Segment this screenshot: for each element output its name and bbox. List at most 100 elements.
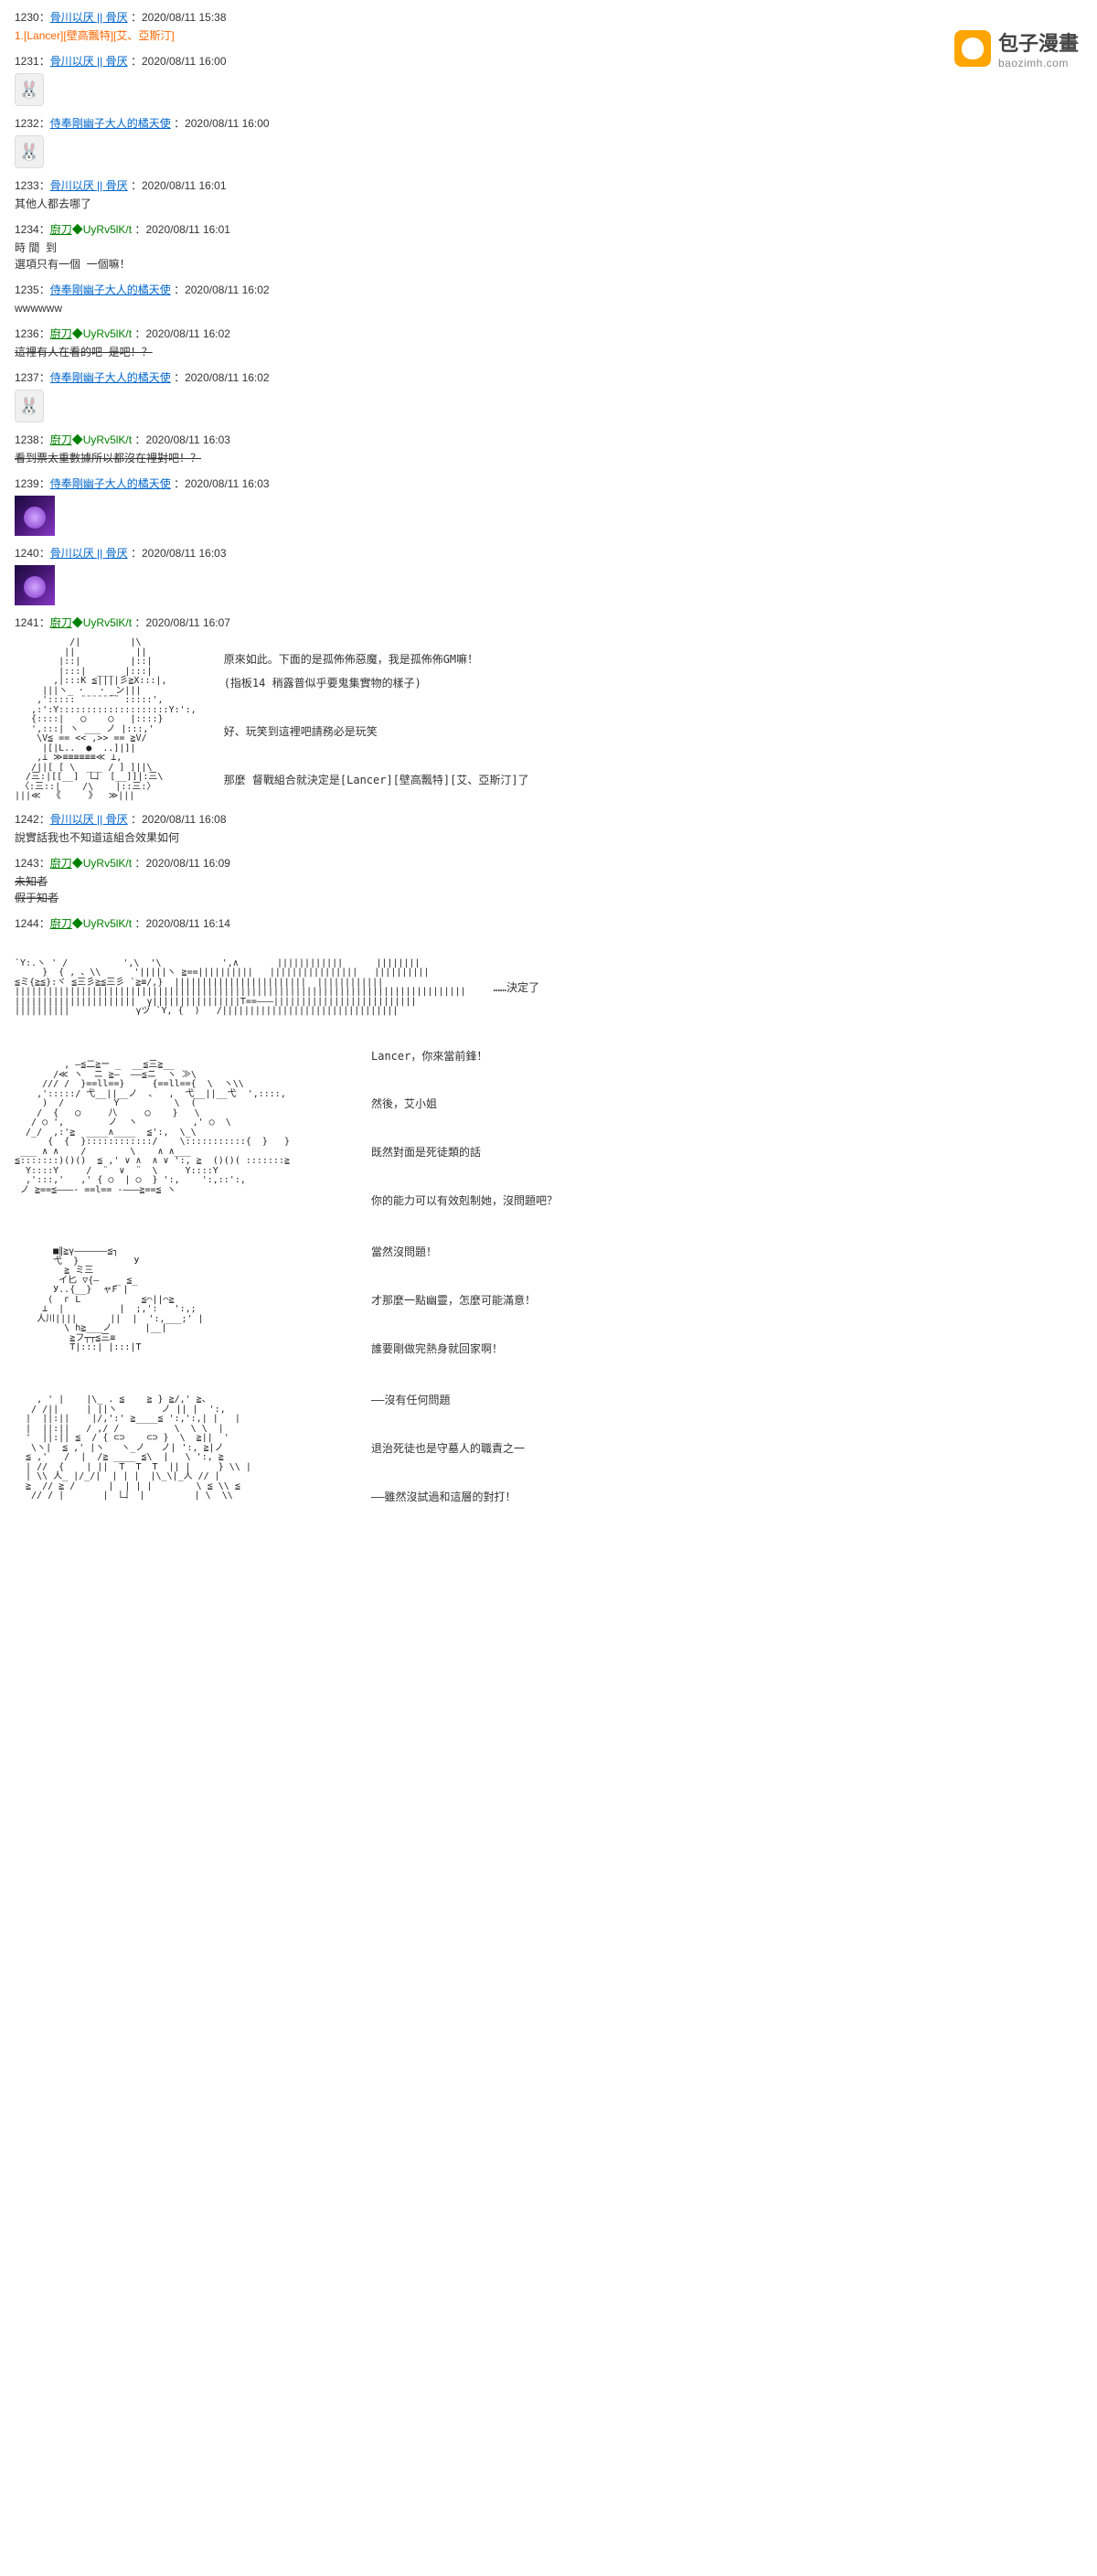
post-body: 看到票太重數據所以都沒在裡對吧！？ (15, 450, 625, 466)
post-timestamp: 2020/08/11 16:09 (145, 857, 230, 870)
post-timestamp: 2020/08/11 16:03 (142, 547, 227, 560)
ascii-art-block: /| |\ || || |::| |::| |:::| ___ |:::| ,|… (15, 638, 625, 802)
post: 1241：廚刀◆UyRv5lK/t ：2020/08/11 16:07 /| |… (15, 615, 625, 802)
bunny-icon[interactable]: 🐰 (15, 390, 44, 422)
post-number: 1238 (15, 433, 39, 446)
post-body: 這裡有人在看的吧 是吧！？ (15, 344, 625, 360)
post: 1243：廚刀◆UyRv5lK/t ：2020/08/11 16:09 未知者 假… (15, 855, 625, 906)
post-timestamp: 2020/08/11 16:00 (142, 55, 227, 68)
post-timestamp: 2020/08/11 16:08 (142, 813, 227, 826)
post: 1235：侍奉剛幽子大人的橘天使 ：2020/08/11 16:02 wwwwww (15, 282, 625, 316)
post: 1240：骨川以厌 || 骨厌 ：2020/08/11 16:03 (15, 545, 625, 605)
ascii-art: `Y:.ヽ ' / ',\ '\ ',∧ |||||||||||| ||||||… (15, 959, 466, 1017)
post: 1238：廚刀◆UyRv5lK/t ：2020/08/11 16:03看到票太重… (15, 432, 625, 466)
bunny-icon[interactable]: 🐰 (15, 73, 44, 106)
post: 1244：廚刀◆UyRv5lK/t ：2020/08/11 16:14 `Y:.ヽ… (15, 915, 625, 1510)
post: 1234：廚刀◆UyRv5lK/t ：2020/08/11 16:01 時 間 到… (15, 221, 625, 273)
post-body: 時 間 到 選項只有一個 一個嘛！ (15, 240, 625, 273)
post-number: 1239 (15, 477, 39, 490)
post-body: 其他人都去哪了 (15, 196, 625, 212)
bunny-icon[interactable]: 🐰 (15, 135, 44, 168)
post-header: 1240：骨川以厌 || 骨厌 ：2020/08/11 16:03 (15, 545, 625, 561)
post-username[interactable]: 廚刀 (50, 433, 72, 446)
post-header: 1235：侍奉剛幽子大人的橘天使 ：2020/08/11 16:02 (15, 282, 625, 298)
post-header: 1237：侍奉剛幽子大人的橘天使 ：2020/08/11 16:02 (15, 369, 625, 386)
post-header: 1230：骨川以厌 || 骨厌 ：2020/08/11 15:38 (15, 9, 625, 26)
post-timestamp: 2020/08/11 16:02 (145, 327, 230, 340)
post-header: 1239：侍奉剛幽子大人的橘天使 ：2020/08/11 16:03 (15, 476, 625, 492)
dialogue-text: Lancer，你來當前鋒！ 然後，艾小姐 既然對面是死徒類的話 你的能力可以有效… (371, 1044, 558, 1213)
post-username[interactable]: 侍奉剛幽子大人的橘天使 (50, 371, 171, 384)
post-body: wwwwww (15, 300, 625, 316)
post-number: 1231 (15, 55, 39, 68)
dialogue-text: ……決定了 (494, 976, 539, 999)
post-username[interactable]: 骨川以厌 || 骨厌 (50, 813, 128, 826)
post: 1237：侍奉剛幽子大人的橘天使 ：2020/08/11 16:02 🐰 (15, 369, 625, 422)
ascii-panel: , ―≦二≧ー _ __≦三≧__ /≪ ヽ ニ ≧― ――≦ニ ヽ ≫\ //… (15, 1044, 625, 1213)
dialogue-text: 原來如此。下面的是孤佈佈惡魔，我是孤佈佈GM嘛！ (指板14 稍露普似乎要鬼集實… (224, 647, 529, 792)
ascii-panel: ■∥≧γ――――――≦┐ 弋 } У ≧ ミ三 イ匕 ▽{― _ ≦_ У..{… (15, 1240, 625, 1361)
post: 1232：侍奉剛幽子大人的橘天使 ：2020/08/11 16:00 🐰 (15, 115, 625, 168)
post-number: 1233 (15, 179, 39, 192)
post-header: 1232：侍奉剛幽子大人的橘天使 ：2020/08/11 16:00 (15, 115, 625, 132)
post-header: 1244：廚刀◆UyRv5lK/t ：2020/08/11 16:14 (15, 915, 625, 932)
ascii-art: , ―≦二≧ー _ __≦三≧__ /≪ ヽ ニ ≧― ――≦ニ ヽ ≫\ //… (15, 1061, 344, 1195)
post: 1231：骨川以厌 || 骨厌 ：2020/08/11 16:00🐰 (15, 53, 625, 106)
post-header: 1236：廚刀◆UyRv5lK/t ：2020/08/11 16:02 (15, 326, 625, 342)
post-header: 1233：骨川以厌 || 骨厌 ：2020/08/11 16:01 (15, 177, 625, 194)
post-username[interactable]: 骨川以厌 || 骨厌 (50, 55, 128, 68)
post-username[interactable]: 侍奉剛幽子大人的橘天使 (50, 283, 171, 296)
post-number: 1230 (15, 11, 39, 24)
thread-container: 1230：骨川以厌 || 骨厌 ：2020/08/11 15:381.[Lanc… (0, 0, 640, 1545)
post: 1236：廚刀◆UyRv5lK/t ：2020/08/11 16:02 這裡有人在… (15, 326, 625, 360)
post-body: 說實話我也不知道這組合效果如何 (15, 829, 625, 846)
post-username[interactable]: 侍奉剛幽子大人的橘天使 (50, 117, 171, 130)
avatar-image[interactable] (15, 565, 55, 605)
post: 1239：侍奉剛幽子大人的橘天使 ：2020/08/11 16:03 (15, 476, 625, 536)
post-username[interactable]: 骨川以厌 || 骨厌 (50, 547, 128, 560)
post-header: 1241：廚刀◆UyRv5lK/t ：2020/08/11 16:07 (15, 615, 625, 631)
post-number: 1243 (15, 857, 39, 870)
post-number: 1244 (15, 917, 39, 930)
post-body: 未知者 假于知者 (15, 873, 625, 906)
post-number: 1242 (15, 813, 39, 826)
post-timestamp: 2020/08/11 16:00 (185, 117, 270, 130)
post-number: 1232 (15, 117, 39, 130)
post-username[interactable]: 廚刀 (50, 917, 72, 930)
post-header: 1243：廚刀◆UyRv5lK/t ：2020/08/11 16:09 (15, 855, 625, 871)
post-number: 1240 (15, 547, 39, 560)
post: 1230：骨川以厌 || 骨厌 ：2020/08/11 15:381.[Lanc… (15, 9, 625, 44)
post-number: 1235 (15, 283, 39, 296)
post: 1233：骨川以厌 || 骨厌 ：2020/08/11 16:01 其他人都去哪了 (15, 177, 625, 212)
post-number: 1234 (15, 223, 39, 236)
post: 1242：骨川以厌 || 骨厌 ：2020/08/11 16:08說實話我也不知… (15, 811, 625, 846)
post-timestamp: 2020/08/11 16:03 (185, 477, 270, 490)
post-username[interactable]: 廚刀 (50, 327, 72, 340)
baozi-icon (954, 30, 991, 67)
post-timestamp: 2020/08/11 16:14 (145, 917, 230, 930)
post-body: 1.[Lancer][壁高飄特][艾、亞斯汀] (15, 27, 625, 44)
post-number: 1236 (15, 327, 39, 340)
post-trip: ◆UyRv5lK/t (72, 223, 132, 236)
post-timestamp: 2020/08/11 16:02 (185, 371, 270, 384)
post-trip: ◆UyRv5lK/t (72, 917, 132, 930)
avatar-image[interactable] (15, 496, 55, 536)
ascii-art: ■∥≧γ――――――≦┐ 弋 } У ≧ ミ三 イ匕 ▽{― _ ≦_ У..{… (15, 1247, 344, 1353)
post-trip: ◆UyRv5lK/t (72, 857, 132, 870)
post-username[interactable]: 骨川以厌 || 骨厌 (50, 11, 128, 24)
post-timestamp: 2020/08/11 16:02 (185, 283, 270, 296)
watermark-title: 包子漫畫 (998, 27, 1079, 57)
post-username[interactable]: 廚刀 (50, 223, 72, 236)
post-timestamp: 2020/08/11 16:01 (142, 179, 227, 192)
dialogue-text: ——沒有任何問題 退治死徒也是守墓人的職責之一 ——雖然沒試過和這層的對打！ (371, 1388, 525, 1509)
dialogue-text: 當然沒問題！ 才那麼一點幽靈，怎麼可能滿意！ 誰要剛做完熱身就回家啊！ (371, 1240, 536, 1361)
post-username[interactable]: 侍奉剛幽子大人的橘天使 (50, 477, 171, 490)
post-trip: ◆UyRv5lK/t (72, 433, 132, 446)
post-username[interactable]: 廚刀 (50, 616, 72, 629)
post-username[interactable]: 廚刀 (50, 857, 72, 870)
post-header: 1234：廚刀◆UyRv5lK/t ：2020/08/11 16:01 (15, 221, 625, 238)
post-timestamp: 2020/08/11 16:07 (145, 616, 230, 629)
post-username[interactable]: 骨川以厌 || 骨厌 (50, 179, 128, 192)
watermark: 包子漫畫 baozimh.com (954, 27, 1079, 69)
ascii-art: , ' | |\_ . ≦ ≧ } ≧/,' ≧、 / /|| | ||ヽ ノ … (15, 1395, 344, 1502)
